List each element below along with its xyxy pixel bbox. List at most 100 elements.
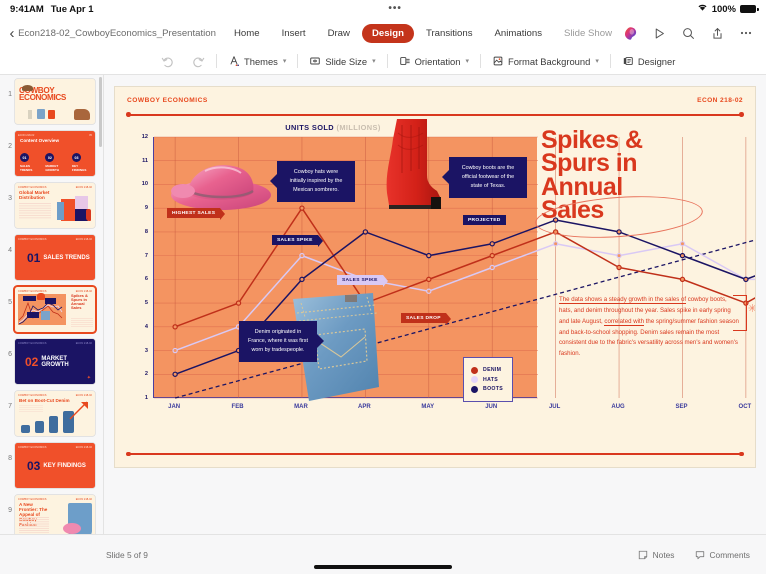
legend-label-denim: DENIM [483, 367, 502, 373]
y-axis-tick: 9 [144, 205, 148, 212]
y-axis-tick: 4 [144, 323, 148, 330]
chevron-down-icon: ▾ [372, 58, 376, 65]
comments-button[interactable]: Comments [695, 549, 751, 560]
thumbnail-badge: 01 [27, 251, 41, 265]
callout-arrow-left [270, 174, 277, 189]
slide-thumbnail-6[interactable]: COWBOY ECONOMICS ECON 218-02 02 MARKET G… [15, 339, 95, 384]
copilot-icon[interactable] [622, 25, 638, 41]
slide-thumbnail-1[interactable]: COWBOY ECONOMICS [15, 79, 95, 124]
status-date: Tue Apr 1 [50, 3, 94, 15]
search-icon[interactable] [680, 25, 696, 41]
themes-button[interactable]: Themes ▾ [219, 52, 295, 70]
play-presentation-icon[interactable] [651, 25, 667, 41]
slide-canvas-area: COWBOY ECONOMICS ECON 218-02 UNITS SOLD … [104, 75, 766, 554]
thumbnail-title: SALES TRENDS [43, 255, 90, 261]
slide-title-block: Spikes & Spurs in Annual Sales [533, 126, 741, 243]
thumbnail-number: 8 [8, 455, 12, 462]
undo-button[interactable] [152, 52, 183, 71]
slide-thumbnail-3[interactable]: COWBOY ECONOMICS ECON 218-02 Global Mark… [15, 183, 95, 228]
slide-thumbnail-9[interactable]: COWBOY ECONOMICS ECON 218-02 A New Front… [15, 495, 95, 540]
tab-insert[interactable]: Insert [281, 27, 306, 39]
slide-canvas[interactable]: COWBOY ECONOMICS ECON 218-02 UNITS SOLD … [115, 87, 755, 467]
ribbon-tabs: Home Insert Draw Design Transitions Anim… [224, 23, 622, 43]
format-background-button[interactable]: Format Background ▾ [483, 52, 608, 70]
y-axis-tick: 2 [144, 371, 148, 378]
status-time: 9:41AM [10, 3, 44, 15]
tab-animations[interactable]: Animations [494, 27, 542, 39]
notes-label: Notes [652, 549, 675, 560]
battery-percent: 100% [711, 3, 736, 15]
ribbon-tab-bar: ‹ Econ218-02_CowboyEconomics_Presentatio… [0, 18, 766, 48]
tab-draw[interactable]: Draw [327, 27, 350, 39]
y-axis-tick: 6 [144, 276, 148, 283]
x-axis-tick: MAR [294, 404, 308, 410]
thumbnail-number: 7 [8, 403, 12, 410]
slide-thumbnail-8[interactable]: COWBOY ECONOMICS ECON 218-02 03 KEY FIND… [15, 443, 95, 488]
callout-arrow-right [317, 334, 324, 349]
orientation-button[interactable]: Orientation ▾ [390, 52, 478, 70]
thumbnail-title: MARKET GROWTH [41, 356, 69, 368]
page-title: Spikes & Spurs in Annual Sales [533, 126, 741, 243]
callout-denim: Denim originated in France, where it was… [239, 321, 324, 362]
pink-cowboy-hat-image [165, 155, 273, 213]
callout-arrow-left [442, 170, 449, 185]
chevron-down-icon: ▾ [595, 58, 599, 65]
asterisk-icon: ✳ [747, 303, 755, 315]
thumbnail-badge: 03 [27, 459, 41, 473]
callout-boots-text: Cowboy boots are the official footwear o… [461, 165, 515, 189]
thumbnail-number: 9 [8, 507, 12, 514]
tab-transitions[interactable]: Transitions [425, 27, 473, 39]
share-icon[interactable] [709, 25, 725, 41]
slide-thumbnail-5[interactable]: COWBOY ECONOMICS ECON 218-02 Spikes & Sp… [15, 287, 95, 332]
callout-denim-text: Denim originated in France, where it was… [248, 329, 308, 353]
slide-thumbnail-pane[interactable]: 1 COWBOY ECONOMICS 2 ECON 218-02 [0, 75, 104, 554]
legend-swatch-boots [471, 385, 479, 393]
thumbnail-number: 6 [8, 351, 12, 358]
document-name[interactable]: Econ218-02_CowboyEconomics_Presentation [18, 27, 216, 39]
tab-home[interactable]: Home [233, 27, 260, 39]
y-axis-tick: 7 [144, 252, 148, 259]
tab-slide-show[interactable]: Slide Show [564, 27, 612, 39]
legend-item-denim: DENIM [471, 366, 503, 374]
chart-series [172, 205, 755, 399]
thumbnail-number: 1 [8, 91, 12, 98]
y-axis-tick: 12 [141, 134, 148, 140]
x-axis: JANFEBMARAPRMAYJUNJULAUGSEPOCTNOVDEC [153, 404, 751, 418]
body-underline-2: correlated with [604, 317, 645, 326]
tab-design[interactable]: Design [361, 23, 414, 43]
chevron-down-icon: ▾ [465, 58, 469, 65]
y-axis-tick: 5 [144, 300, 148, 307]
slide-thumbnail-7[interactable]: COWBOY ECONOMICS ECON 218-02 Bet on Boot… [15, 391, 95, 436]
thumbnail-scrollbar[interactable] [99, 77, 102, 147]
thumbnail-title: Bet on Boot-Cut Denim [19, 398, 70, 403]
y-axis: 1 2 3 4 5 6 7 8 9 10 11 12 [129, 134, 151, 401]
slide-header-right: ECON 218-02 [697, 97, 743, 104]
back-chevron-icon[interactable]: ‹ [9, 24, 15, 42]
x-axis-tick: AUG [611, 404, 625, 410]
toolbar-divider [609, 54, 611, 68]
slide-thumbnail-2[interactable]: ECON 218-02 05 Content Overview 01 SALES T… [15, 131, 95, 176]
thumbnail-row: 4 COWBOY ECONOMICS ECON 218-02 01 SALES … [0, 235, 103, 280]
callout-hats-text: Cowboy hats were initially inspired by t… [289, 169, 343, 193]
more-options-icon[interactable] [738, 25, 754, 41]
comment-bubble-icon [695, 550, 704, 559]
legend-item-hats: HATS [471, 376, 503, 383]
callout-hats: Cowboy hats were initially inspired by t… [270, 161, 355, 202]
thumbnail-number: 2 [8, 143, 12, 150]
line-chart[interactable]: UNITS SOLD (MILLIONS) 1 2 3 4 5 6 7 8 9 10 11 12 JA… [129, 119, 755, 438]
legend-item-boots: BOOTS [471, 385, 503, 393]
slide-thumbnail-4[interactable]: COWBOY ECONOMICS ECON 218-02 01 SALES TR… [15, 235, 95, 280]
comments-label: Comments [709, 549, 751, 560]
legend-swatch-denim [471, 366, 479, 374]
bracket-annotation [733, 295, 747, 331]
slide-body-text: The data shows a steady growth in the sa… [559, 296, 739, 358]
redo-button[interactable] [183, 52, 214, 71]
title-line-1: Spikes & [541, 126, 643, 154]
format-background-label: Format Background [507, 55, 591, 67]
thumbnail-number: 3 [8, 195, 12, 202]
ios-status-bar: 9:41AM Tue Apr 1 ••• 100% [0, 0, 766, 18]
tag-sales-spike-navy: SALES SPIKE [272, 235, 323, 247]
slide-size-button[interactable]: Slide Size ▾ [300, 52, 384, 70]
designer-button[interactable]: Designer [613, 52, 685, 70]
notes-button[interactable]: Notes [638, 550, 675, 560]
